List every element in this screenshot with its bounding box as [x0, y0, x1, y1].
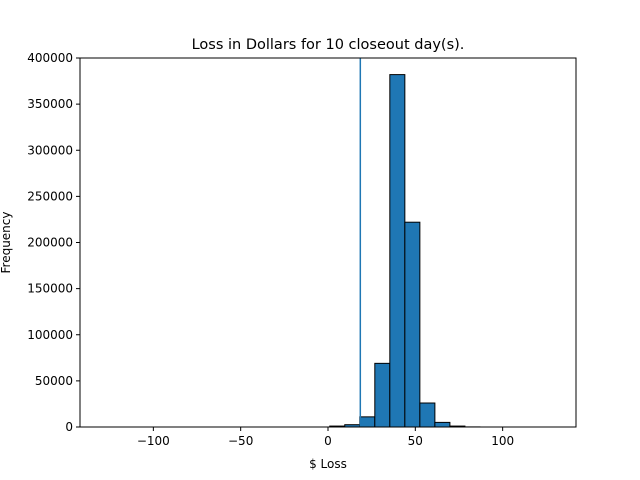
y-tick-label: 0: [65, 420, 73, 434]
y-axis: 0 50000 100000 150000 200000 250000 300000 3500…: [27, 51, 80, 434]
y-axis-label: Frequency: [0, 212, 13, 274]
x-tick-label: −100: [137, 434, 170, 448]
histogram-bar: [389, 74, 406, 428]
x-tick-label: 50: [408, 434, 423, 448]
histogram-bar: [434, 421, 451, 428]
y-tick-label: 250000: [27, 189, 73, 203]
y-tick-label: 300000: [27, 143, 73, 157]
chart-title: Loss in Dollars for 10 closeout day(s).: [192, 37, 465, 53]
x-tick-label: −50: [228, 434, 253, 448]
histogram-bar: [404, 221, 421, 428]
y-tick-label: 350000: [27, 97, 73, 111]
plot-frame: [79, 57, 577, 428]
x-tick-label: 0: [324, 434, 332, 448]
y-tick-label: 400000: [27, 51, 73, 65]
histogram-bar: [359, 416, 376, 428]
y-tick-label: 50000: [35, 374, 73, 388]
histogram-bar: [374, 362, 391, 428]
x-axis-label: $ Loss: [309, 457, 347, 471]
y-tick-label: 100000: [27, 328, 73, 342]
y-tick-label: 150000: [27, 282, 73, 296]
histogram-bars: [329, 74, 481, 428]
y-tick-label: 200000: [27, 236, 73, 250]
x-axis: −100 −50 0 50 100: [137, 427, 514, 448]
x-tick-label: 100: [491, 434, 514, 448]
histogram-bar: [419, 402, 436, 428]
